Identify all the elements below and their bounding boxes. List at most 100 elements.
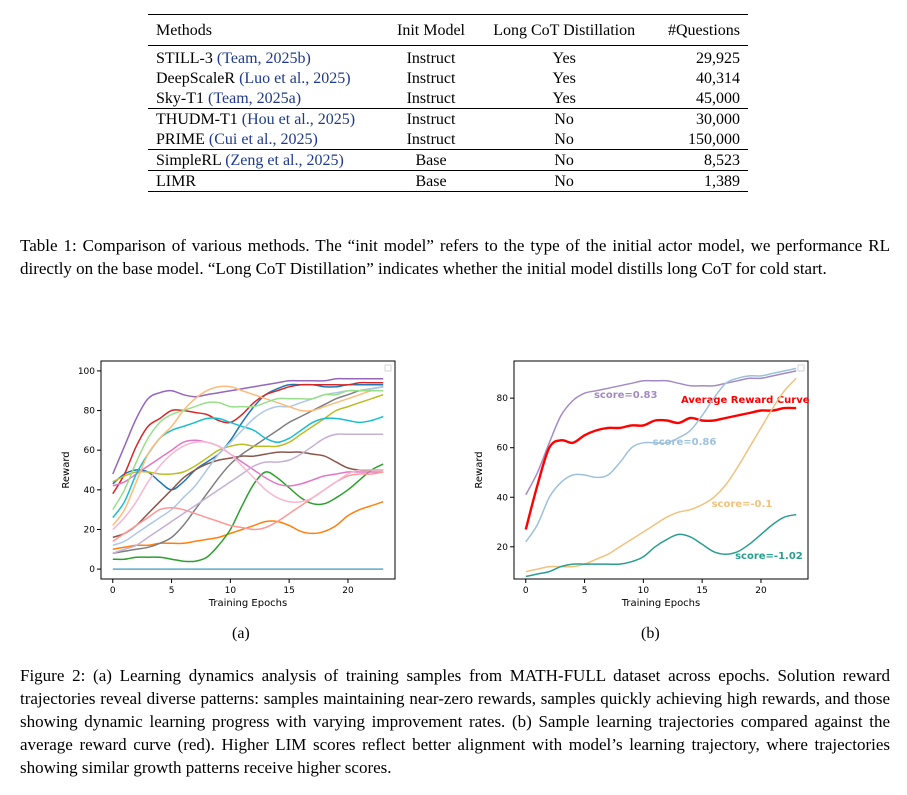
series-label: score=-0.1 [712,499,773,510]
x-tick-label: 10 [638,586,650,596]
table-row: Sky-T1 (Team, 2025a) Instruct Yes 45,000 [148,88,748,109]
x-axis-label: Training Epochs [621,598,700,609]
series-line-score-1-02 [525,513,797,578]
cell-long-cot: No [477,170,652,192]
method-name: PRIME [156,130,205,148]
series-line-s16 [112,441,384,531]
series-line-s4 [112,381,384,495]
x-tick-label: 5 [169,586,175,596]
cell-method: LIMR [148,170,385,192]
cell-init-model: Instruct [384,45,478,68]
chart-b: 0 5 10 15 20 20 40 60 80 Training Epochs Reward sco… [474,360,810,609]
y-tick-label: 80 [84,407,96,417]
series-line-s14 [112,471,384,542]
method-name: SimpleRL [156,151,222,169]
y-tick-label: 60 [497,444,509,454]
cell-method: Sky-T1 (Team, 2025a) [148,88,385,109]
x-tick-label: 20 [342,586,354,596]
cell-init-model: Base [384,170,478,192]
header-methods: Methods [148,14,385,46]
cell-questions: 8,523 [651,149,748,171]
table-caption: Table 1: Comparison of various methods. … [20,236,890,278]
citation-link[interactable]: (Cui et al., 2025) [208,130,318,148]
series-line-s8 [112,386,384,554]
y-tick-label: 40 [497,493,509,503]
subfigure-a-label: (a) [232,625,250,642]
subfigure-b-label: (b) [641,625,660,642]
cell-long-cot: Yes [552,89,576,107]
cell-questions: 40,314 [696,69,740,87]
series-line-s15 [112,433,384,554]
figure-caption: Figure 2: (a) Learning dynamics analysis… [20,666,890,777]
cell-method: THUDM-T1 (Hou et al., 2025) [148,108,385,129]
cell-method: PRIME (Cui et al., 2025) [148,129,385,150]
y-tick-label: 0 [89,565,95,575]
y-tick-label: 20 [84,525,96,535]
series-line-score-0-1 [525,377,797,573]
plot-frame [513,360,809,580]
methods-table: Methods Init Model Long CoT Distillation… [148,14,748,192]
cell-init-model: Instruct [384,108,478,129]
method-name: LIMR [156,172,196,190]
cell-questions: 45,000 [696,89,740,107]
table-row: SimpleRL (Zeng et al., 2025) Base No 8,523 [148,149,748,171]
x-tick-label: 0 [523,586,529,596]
series-line-average-reward-curve [524,406,797,530]
cell-init-model: Base [384,149,478,171]
series-line-s6 [112,451,384,539]
x-tick-label: 5 [582,586,588,596]
citation-link[interactable]: (Luo et al., 2025) [239,69,351,87]
series-line-s9 [112,393,384,483]
cell-init-model: Instruct [406,89,456,107]
series-line-score-0-86 [525,367,797,543]
cell-questions: 150,000 [688,130,740,148]
cell-long-cot: No [477,149,652,171]
series-line-s3 [112,463,384,563]
citation-link[interactable]: (Hou et al., 2025) [241,110,356,128]
series-label: score=-1.02 [735,551,803,562]
table-row: DeepScaleR (Luo et al., 2025) Instruct Yes… [148,68,748,88]
x-tick-label: 20 [755,586,767,596]
series-line-s10 [112,415,384,519]
citation-link[interactable]: (Team, 2025a) [208,89,302,107]
series-line-s12 [112,385,384,526]
x-tick-label: 15 [696,586,707,596]
header-questions: #Questions [651,14,748,46]
table-row: STILL-3 (Team, 2025b) Instruct Yes 29,925 [148,45,748,68]
series-line-s13 [112,389,384,510]
x-axis-label: Training Epochs [208,598,287,609]
x-tick-label: 15 [283,586,294,596]
citation-link[interactable]: (Team, 2025b) [216,49,311,67]
series-line-s11 [112,386,384,547]
y-tick-label: 80 [497,394,509,404]
cell-method: DeepScaleR (Luo et al., 2025) [148,68,385,88]
citation-link[interactable]: (Zeng et al., 2025) [225,151,344,169]
series-line-s5 [112,377,384,475]
table-row: THUDM-T1 (Hou et al., 2025) Instruct No 30,… [148,108,748,129]
y-tick-label: 20 [497,543,509,553]
series-line-s1 [112,383,384,491]
legend-box [797,364,805,372]
y-tick-label: 60 [84,446,96,456]
cell-questions: 1,389 [651,170,748,192]
method-name: THUDM-T1 [156,110,238,128]
cell-questions: 29,925 [651,45,748,68]
table-header-row: Methods Init Model Long CoT Distillation… [148,14,748,46]
y-tick-label: 100 [78,367,95,377]
chart-a: 0 5 10 15 20 0 20 40 60 80 100 Training Epochs Rewar… [61,360,396,609]
x-tick-label: 0 [110,586,116,596]
y-axis-label: Reward [474,451,485,488]
header-long-cot: Long CoT Distillation [477,14,652,46]
y-tick-label: 40 [84,486,96,496]
methods-table-container: Methods Init Model Long CoT Distillation… [148,14,748,192]
series-line-score-0-83 [525,370,797,496]
cell-method: SimpleRL (Zeng et al., 2025) [148,149,385,171]
method-name: Sky-T1 [156,89,204,107]
table-body: STILL-3 (Team, 2025b) Instruct Yes 29,925 De… [148,45,748,192]
series-label: Average Reward Curve [681,395,810,406]
table-row: LIMR Base No 1,389 [148,170,748,192]
method-name: STILL-3 [156,49,213,67]
series-line-s7 [112,439,384,487]
legend-box [384,364,392,372]
chart-a-container: 0 5 10 15 20 0 20 40 60 80 100 Training Epochs Rewar… [55,355,405,622]
